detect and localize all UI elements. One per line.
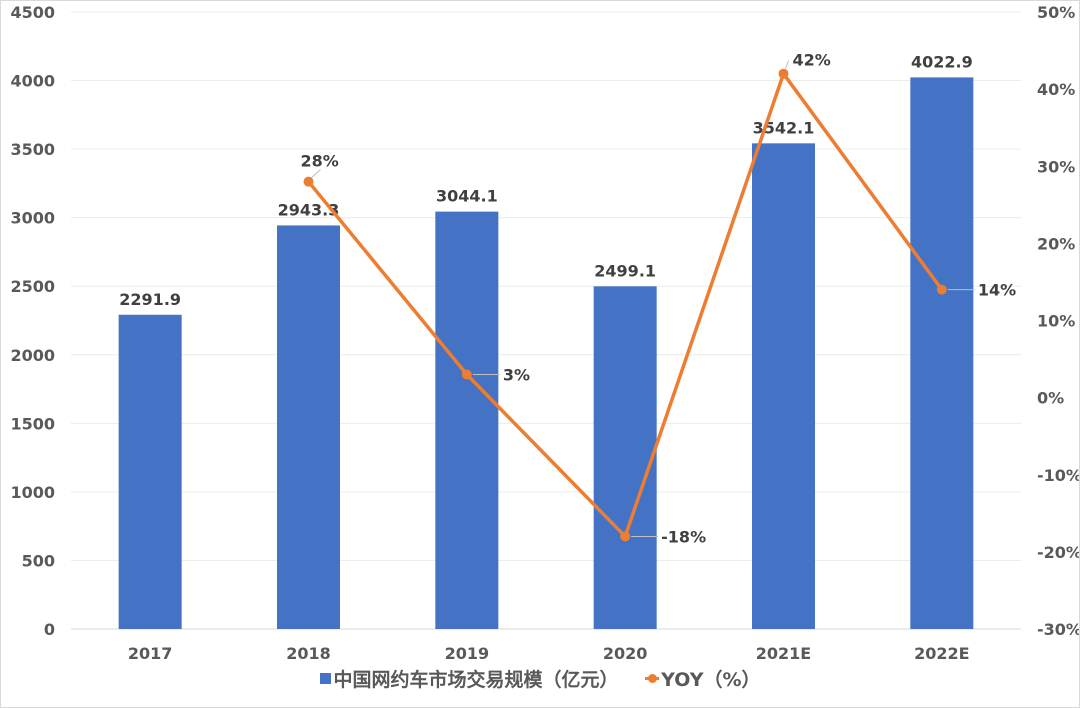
yoy-point[interactable] (620, 531, 631, 542)
legend-line-label: YOY（%） (661, 669, 761, 691)
bar-value-label: 2943.3 (278, 200, 340, 219)
legend-item-bar[interactable]: 中国网约车市场交易规模（亿元） (319, 665, 619, 692)
x-axis-tick: 2022E (914, 644, 969, 661)
right-axis-tick: -10% (1037, 466, 1079, 485)
x-axis-tick: 2018 (286, 644, 331, 661)
legend-bar-swatch-icon (319, 673, 331, 684)
left-axis-tick: 2500 (10, 277, 55, 296)
bar[interactable] (435, 211, 499, 630)
yoy-value-label: -18% (661, 527, 706, 546)
bar-value-label: 3044.1 (436, 187, 498, 206)
bar-value-label: 2499.1 (594, 261, 656, 280)
chart-legend: 中国网约车市场交易规模（亿元） YOY（%） (1, 665, 1079, 692)
left-axis-tick: 3500 (10, 140, 55, 159)
chart-plot: 0 500 1000 1500 2000 2500 3000 3500 4000 4500 -30%… (10, 3, 1079, 661)
yoy-value-label: 3% (503, 365, 530, 384)
yoy-point[interactable] (303, 176, 314, 187)
right-axis-tick: 40% (1037, 80, 1075, 99)
yoy-point[interactable] (936, 284, 947, 295)
right-axis-tick: 10% (1037, 312, 1075, 331)
legend-bar-label: 中国网约车市场交易规模（亿元） (333, 669, 619, 691)
left-axis-tick: 2000 (10, 346, 55, 365)
right-axis-tick: 50% (1037, 3, 1075, 22)
bar[interactable] (910, 77, 974, 629)
legend-line-marker-icon (645, 673, 660, 684)
left-axis-tick: 500 (22, 551, 55, 570)
bar[interactable] (752, 143, 815, 629)
left-axis-tick: 1500 (10, 414, 55, 433)
yoy-value-label: 14% (978, 281, 1016, 300)
bar-value-label: 2291.9 (119, 290, 181, 309)
legend-item-line[interactable]: YOY（%） (645, 665, 761, 692)
yoy-value-label: 42% (793, 51, 831, 70)
right-axis-tick: -30% (1037, 620, 1079, 639)
yoy-point[interactable] (461, 369, 472, 380)
left-axis-tick: 4500 (10, 3, 55, 22)
left-axis-tick: 3000 (10, 209, 55, 228)
x-axis-tick: 2021E (756, 644, 811, 661)
right-axis-tick: 20% (1037, 234, 1075, 253)
x-axis-tick: 2017 (128, 644, 173, 661)
yoy-point[interactable] (778, 68, 789, 79)
label-leader-line (311, 169, 321, 179)
left-axis-tick: 0 (44, 620, 55, 639)
right-axis-tick: 0% (1037, 389, 1064, 408)
bar[interactable] (593, 286, 657, 629)
bar-value-label: 4022.9 (911, 52, 973, 71)
bar[interactable] (118, 314, 182, 629)
label-leader-line (785, 60, 789, 69)
left-axis-tick: 1000 (10, 483, 55, 502)
right-axis-tick: -20% (1037, 543, 1079, 562)
x-axis-tick: 2020 (603, 644, 648, 661)
bar[interactable] (277, 225, 340, 630)
yoy-value-label: 28% (301, 152, 339, 171)
right-axis-tick: 30% (1037, 157, 1075, 176)
left-axis-tick: 4000 (10, 72, 55, 91)
x-axis-tick: 2019 (445, 644, 490, 661)
